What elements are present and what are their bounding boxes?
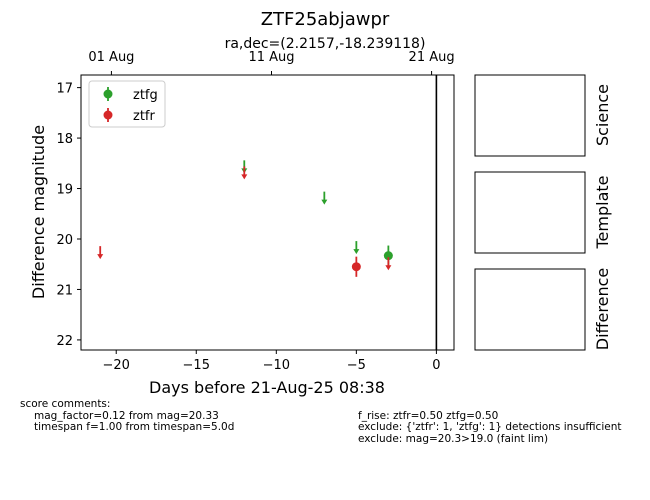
- cutout-label-difference: Difference: [593, 268, 612, 350]
- data-point-ztfr: [351, 262, 361, 272]
- upper-limit-arrow-ztfg: [353, 241, 360, 255]
- rise-comment-line-1: f_rise: ztfr=0.50 ztfg=0.50: [358, 410, 499, 422]
- top-date-tick-label: 01 Aug: [88, 50, 134, 65]
- legend-marker-ztfr: [103, 110, 113, 120]
- score-comment-line-1: mag_factor=0.12 from mag=20.33: [34, 410, 219, 422]
- chart-title: ZTF25abjawpr: [261, 9, 390, 30]
- y-tick-label: 18: [56, 132, 73, 147]
- y-tick-label: 22: [56, 334, 73, 349]
- x-tick-label: −5: [347, 358, 366, 373]
- cutout-label-template: Template: [593, 175, 612, 249]
- top-date-tick-label: 21 Aug: [409, 50, 455, 65]
- cutout-panel-science: [474, 74, 586, 157]
- data-point-ztfg: [383, 251, 393, 261]
- plot-area: [80, 74, 455, 351]
- y-tick-label: 19: [56, 183, 73, 198]
- x-tick-label: −20: [103, 358, 130, 373]
- top-date-tick-label: 11 Aug: [248, 50, 294, 65]
- upper-limit-arrow-ztfr: [97, 246, 104, 260]
- cutout-panel-difference: [474, 268, 586, 351]
- score-comment-line-2: timespan f=1.00 from timespan=5.0d: [34, 421, 235, 433]
- legend-label-ztfr: ztfr: [133, 109, 155, 124]
- legend-marker-ztfg: [103, 89, 113, 99]
- legend-label-ztfg: ztfg: [133, 88, 158, 103]
- score-comments-heading: score comments:: [20, 398, 111, 410]
- chart-subtitle: ra,dec=(2.2157,-18.239118): [225, 36, 426, 52]
- rise-comment-line-3: exclude: mag=20.3>19.0 (faint lim): [358, 433, 549, 445]
- upper-limit-arrow-ztfg: [321, 191, 328, 205]
- x-tick-label: 0: [432, 358, 440, 373]
- x-tick-label: −10: [263, 358, 290, 373]
- y-tick-label: 20: [56, 233, 73, 248]
- cutout-panel-template: [474, 171, 586, 254]
- rise-comment-line-2: exclude: {'ztfr': 1, 'ztfg': 1} detectio…: [358, 421, 622, 433]
- upper-limit-arrow-ztfr: [241, 166, 248, 180]
- y-axis-label: Difference magnitude: [29, 125, 48, 299]
- y-tick-label: 17: [56, 82, 73, 97]
- legend: ztfg ztfr: [88, 80, 166, 128]
- cutout-label-science: Science: [593, 84, 612, 146]
- y-tick-label: 21: [56, 283, 73, 298]
- upper-limit-arrow-ztfr: [385, 257, 392, 271]
- x-axis-label: Days before 21-Aug-25 08:38: [149, 378, 385, 397]
- x-tick-label: −15: [183, 358, 210, 373]
